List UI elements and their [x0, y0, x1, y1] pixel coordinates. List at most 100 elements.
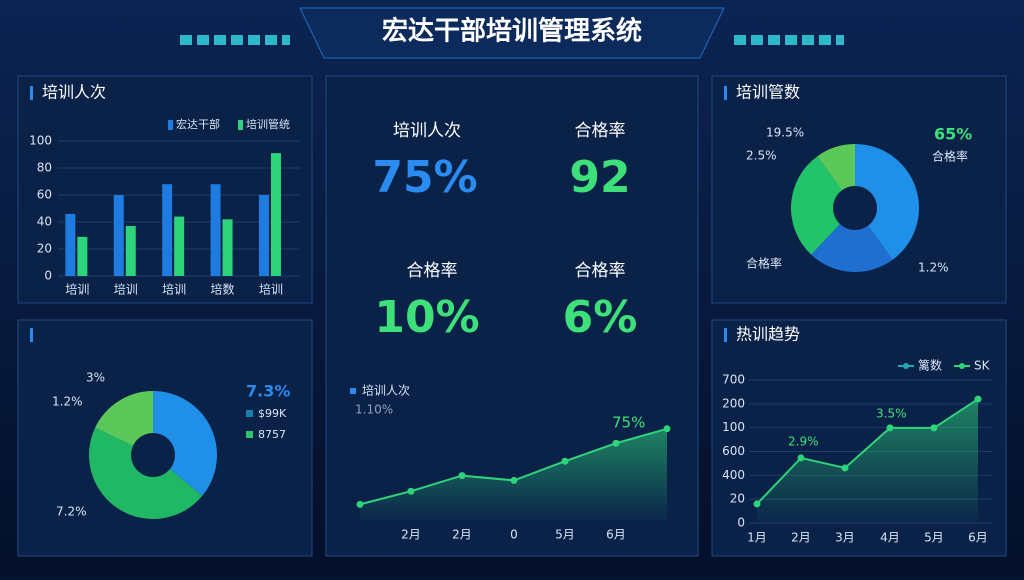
legend-label: 8757	[258, 428, 286, 441]
point	[797, 454, 805, 462]
kpi-label: 培训人次	[393, 121, 461, 141]
y-tick-label: 40	[37, 215, 52, 229]
legend-swatch	[246, 431, 253, 438]
pie-slice	[855, 144, 920, 260]
annotation: 合格率	[746, 256, 782, 271]
annotation: 75%	[612, 414, 645, 432]
point	[886, 424, 894, 432]
x-tick-label: 培数	[211, 282, 235, 297]
line	[756, 398, 979, 505]
kpi-label: 合格率	[407, 261, 458, 281]
y-tick-label: 100	[29, 134, 52, 148]
x-tick-label: 2月	[401, 528, 421, 542]
bar	[65, 213, 76, 276]
kpi-value: 10%	[374, 292, 479, 343]
x-tick-label: 6月	[968, 531, 988, 545]
annotation: 1.10%	[355, 403, 393, 417]
annotation: 65%	[934, 125, 972, 144]
annotation: 合格率	[932, 149, 968, 164]
annotation: 19.5%	[766, 126, 804, 140]
x-tick-label: 2月	[791, 531, 811, 545]
point	[841, 464, 849, 472]
point	[612, 439, 620, 447]
pie-slice	[811, 224, 893, 273]
bar	[162, 184, 173, 276]
panel-title: 培训管数	[736, 83, 800, 102]
legend-label: 培训人次	[362, 383, 410, 398]
x-tick-label: 5月	[924, 531, 944, 545]
x-tick-label: 培训	[259, 282, 283, 297]
y-tick-label: 700	[722, 373, 745, 387]
pie-slice	[153, 391, 217, 496]
y-tick-label: 20	[37, 242, 52, 256]
x-tick-label: 0	[510, 528, 518, 542]
annotation: 1.2%	[918, 261, 949, 275]
bar	[258, 195, 269, 276]
pie-slice	[817, 144, 855, 191]
annotation: 2.9%	[788, 435, 819, 449]
bar	[113, 195, 124, 276]
y-tick-label: 400	[722, 468, 745, 482]
pie-slice	[95, 391, 153, 446]
y-tick-label: 80	[37, 161, 52, 175]
panel-title: 培训人次	[42, 83, 106, 102]
point	[561, 457, 569, 465]
legend-label: 篱数	[918, 358, 942, 373]
pie-slice	[88, 427, 203, 520]
annotation: 7.3%	[246, 382, 290, 401]
title-bar	[30, 328, 33, 342]
legend-swatch	[168, 120, 173, 130]
area-fill	[757, 399, 978, 523]
y-tick-label: 0	[737, 516, 745, 530]
legend-swatch	[238, 120, 243, 130]
y-tick-label: 20	[730, 492, 745, 506]
point	[510, 476, 518, 484]
y-tick-label: 60	[37, 188, 52, 202]
point	[663, 425, 671, 433]
x-tick-label: 6月	[606, 528, 626, 542]
kpi-value: 6%	[563, 292, 638, 343]
kpi-value: 92	[569, 152, 630, 203]
point	[407, 487, 415, 495]
x-tick-label: 5月	[555, 528, 575, 542]
annotation: 3%	[86, 371, 105, 385]
y-tick-label: 0	[44, 269, 52, 283]
legend-label: 宏达干部	[176, 117, 220, 131]
kpi-label: 合格率	[575, 121, 626, 141]
annotation: 1.2%	[52, 395, 83, 409]
x-tick-label: 3月	[835, 531, 855, 545]
point	[930, 424, 938, 432]
bar	[222, 219, 233, 276]
annotation: 3.5%	[876, 407, 907, 421]
x-tick-label: 1月	[747, 531, 767, 545]
pie-slice	[791, 156, 843, 255]
legend-label: $99K	[258, 407, 287, 420]
page-title: 宏达干部培训管理系统	[382, 16, 642, 47]
y-tick-label: 100	[722, 420, 745, 434]
title-bar	[30, 86, 33, 100]
point	[974, 395, 982, 403]
legend-swatch	[246, 410, 253, 417]
kpi-label: 合格率	[575, 261, 626, 281]
title-bar	[724, 86, 727, 100]
legend-swatch	[959, 363, 965, 369]
area-fill	[360, 428, 667, 520]
legend-swatch	[903, 363, 909, 369]
legend-label: 培训管统	[246, 117, 290, 131]
header-frame	[299, 7, 725, 59]
x-tick-label: 2月	[452, 528, 472, 542]
bar	[270, 153, 281, 276]
x-tick-label: 培训	[114, 282, 138, 297]
legend-label: SK	[974, 359, 991, 373]
x-tick-label: 培训	[65, 282, 89, 297]
y-tick-label: 600	[722, 444, 745, 458]
x-tick-label: 培训	[162, 282, 186, 297]
point	[458, 472, 466, 480]
y-tick-label: 200	[722, 396, 745, 410]
legend-swatch	[350, 388, 356, 394]
point	[356, 500, 364, 508]
kpi-value: 75%	[372, 152, 477, 203]
bar	[174, 216, 185, 276]
bar	[125, 226, 136, 276]
